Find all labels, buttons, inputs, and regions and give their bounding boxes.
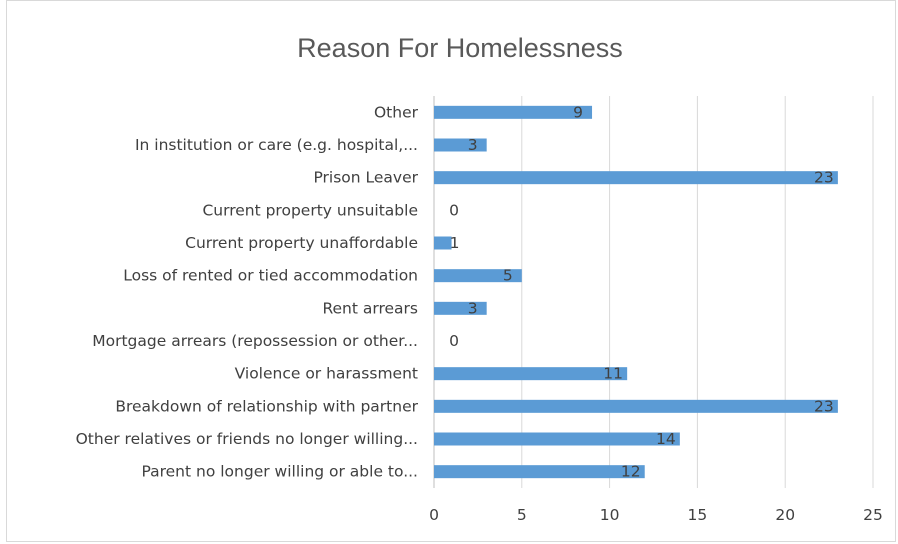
bar xyxy=(434,105,593,119)
data-label: 1 xyxy=(450,234,460,252)
bar xyxy=(434,171,838,185)
x-tick-label: 20 xyxy=(775,506,795,524)
x-tick-label: 10 xyxy=(600,506,620,524)
x-tick-labels: 0 5 10 15 20 25 xyxy=(429,506,883,524)
bar xyxy=(434,269,522,283)
data-label: 14 xyxy=(656,430,676,448)
data-label: 5 xyxy=(503,267,513,285)
data-label: 11 xyxy=(603,365,623,383)
data-label: 9 xyxy=(573,103,583,121)
bar xyxy=(434,432,680,446)
category-label: Other xyxy=(374,103,419,121)
data-label: 23 xyxy=(814,397,834,415)
category-label: Prison Leaver xyxy=(313,169,418,187)
bar xyxy=(434,399,838,413)
category-label: Loss of rented or tied accommodation xyxy=(123,267,418,285)
bar-chart: Reason For Homelessness Other In institut… xyxy=(76,33,883,524)
bars xyxy=(434,105,838,479)
category-label: Current property unsuitable xyxy=(202,201,418,219)
category-labels: Other In institution or care (e.g. hospit… xyxy=(76,103,419,480)
category-label: Breakdown of relationship with partner xyxy=(115,397,418,415)
category-label: Violence or harassment xyxy=(235,365,418,383)
bar xyxy=(434,138,487,152)
bar xyxy=(434,465,645,479)
data-label: 12 xyxy=(621,463,641,481)
x-tick-label: 5 xyxy=(517,506,527,524)
category-label: Other relatives or friends no longer wil… xyxy=(76,430,418,448)
data-label: 3 xyxy=(468,136,478,154)
data-label: 3 xyxy=(468,299,478,317)
category-label: Parent no longer willing or able to... xyxy=(141,463,418,481)
x-tick-label: 0 xyxy=(429,506,439,524)
category-label: Mortgage arrears (repossession or other.… xyxy=(92,332,418,350)
category-label: Current property unaffordable xyxy=(185,234,418,252)
chart-frame: Reason For Homelessness Other In institut… xyxy=(6,0,896,542)
bar xyxy=(434,367,628,381)
x-tick-label: 25 xyxy=(863,506,883,524)
bar xyxy=(434,301,487,315)
category-label: Rent arrears xyxy=(322,299,418,317)
chart-title: Reason For Homelessness xyxy=(297,33,623,63)
x-tick-label: 15 xyxy=(688,506,708,524)
category-label: In institution or care (e.g. hospital,..… xyxy=(135,136,418,154)
data-label: 23 xyxy=(814,169,834,187)
bar xyxy=(434,236,452,250)
data-label: 0 xyxy=(449,201,459,219)
gridlines xyxy=(433,96,874,488)
data-label: 0 xyxy=(449,332,459,350)
